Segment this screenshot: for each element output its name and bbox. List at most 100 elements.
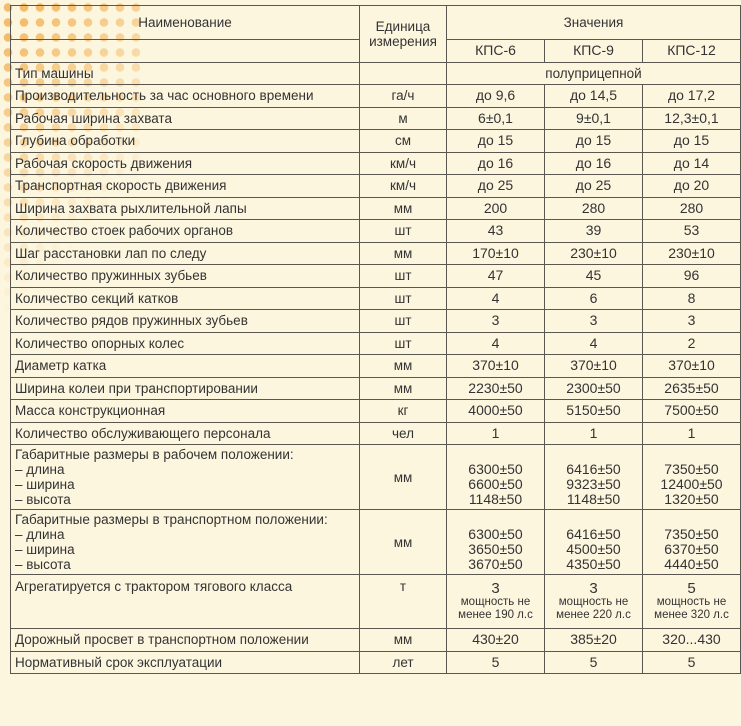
table-row: Диаметр катка мм 370±10 370±10 370±10: [10, 354, 741, 378]
row-name: Количество рядов пружинных зубьев: [10, 309, 360, 333]
value-line: 1148±50: [468, 491, 523, 507]
row-value: 7350±50 12400±50 1320±50: [642, 444, 741, 510]
name-line: – высота: [15, 492, 71, 507]
header-name: Наименование: [10, 5, 360, 40]
row-value: 4000±50: [446, 399, 545, 423]
tractor-class: 3: [491, 580, 500, 597]
row-value: 170±10: [446, 241, 545, 265]
row-value: до 9,6: [446, 84, 545, 108]
row-value: 6416±50 4500±50 4350±50: [544, 509, 643, 575]
row-value: 96: [642, 264, 741, 288]
row-unit: км/ч: [359, 151, 447, 175]
row-name: Количество обслуживающего персонала: [10, 421, 360, 445]
row-value: до 14: [642, 151, 741, 175]
row-value: 6300±50 3650±50 3670±50: [446, 509, 545, 575]
header-values: Значения: [446, 5, 741, 40]
row-name: Габаритные размеры в транспортном положе…: [10, 509, 360, 575]
row-value: 6300±50 6600±50 1148±50: [446, 444, 545, 510]
table-row: Ширина колеи при транспортировании мм 2230…: [10, 376, 741, 400]
value-line: 9323±50: [566, 476, 621, 492]
row-value: 3: [446, 309, 545, 333]
row-value: до 20: [642, 174, 741, 198]
name-line: – длина: [15, 527, 65, 542]
table-row: Масса конструкционная кг 4000±50 5150±50 750…: [10, 399, 741, 423]
row-value: 8: [642, 286, 741, 310]
table-row: Агрегатируется с трактором тягового клас…: [10, 574, 741, 629]
row-unit: шт: [359, 331, 447, 355]
row-unit: км/ч: [359, 174, 447, 198]
row-unit: мм: [359, 509, 447, 575]
tractor-power: мощность не менее 220 л.с: [556, 596, 631, 621]
row-unit: см: [359, 129, 447, 153]
row-value: 7500±50: [642, 399, 741, 423]
value-line: 4500±50: [566, 541, 621, 557]
table-row: Нормативный срок эксплуатации лет 5 5 5: [10, 650, 741, 674]
table-row: Глубина обработки см до 15 до 15 до 15: [10, 129, 741, 153]
row-value: 3: [642, 309, 741, 333]
value-line: 1148±50: [566, 491, 621, 507]
row-unit: кг: [359, 399, 447, 423]
row-value: 43: [446, 219, 545, 243]
model-header: КПС-6: [446, 39, 545, 63]
row-unit: [359, 61, 447, 85]
row-name: Тип машины: [10, 61, 360, 85]
row-value: 6416±50 9323±50 1148±50: [544, 444, 643, 510]
row-unit: шт: [359, 309, 447, 333]
value-line: 7350±50: [664, 526, 719, 542]
row-value: 230±10: [642, 241, 741, 265]
table-row: Количество рядов пружинных зубьев шт 3 3 3: [10, 309, 741, 333]
row-value: 5: [446, 650, 545, 674]
row-name: Нормативный срок эксплуатации: [10, 650, 360, 674]
row-name: Количество пружинных зубьев: [10, 264, 360, 288]
row-value: 5150±50: [544, 399, 643, 423]
row-value: 320...430: [642, 628, 741, 652]
row-value: 7350±50 6370±50 4440±50: [642, 509, 741, 575]
row-name: Дорожный просвет в транспортном положени…: [10, 628, 360, 652]
row-unit: шт: [359, 219, 447, 243]
table-row: Рабочая ширина захвата м 6±0,1 9±0,1 12,3±0,…: [10, 106, 741, 130]
row-value: 5: [642, 650, 741, 674]
row-unit: чел: [359, 421, 447, 445]
table-row: Количество опорных колес шт 4 4 2: [10, 331, 741, 355]
header-unit: Единица измерения: [359, 5, 447, 63]
row-unit: лет: [359, 650, 447, 674]
row-value: 45: [544, 264, 643, 288]
row-name: Агрегатируется с трактором тягового клас…: [10, 574, 360, 629]
row-name: Производительность за час основного врем…: [10, 84, 360, 108]
row-unit: шт: [359, 264, 447, 288]
row-name: Транспортная скорость движения: [10, 174, 360, 198]
row-name: Рабочая скорость движения: [10, 151, 360, 175]
value-line: 3670±50: [468, 556, 523, 572]
row-value: 39: [544, 219, 643, 243]
row-value: до 15: [544, 129, 643, 153]
table-row: Тип машины полуприцепной: [10, 61, 741, 85]
row-name: Диаметр катка: [10, 354, 360, 378]
table-row: Шаг расстановки лап по следу мм 170±10 230±…: [10, 241, 741, 265]
row-value: 1: [544, 421, 643, 445]
row-value: полуприцепной: [446, 61, 741, 85]
row-unit: мм: [359, 444, 447, 510]
row-value: 370±10: [544, 354, 643, 378]
model-header: КПС-9: [544, 39, 643, 63]
value-line: 6416±50: [566, 461, 621, 477]
row-value: 430±20: [446, 628, 545, 652]
value-line: 6300±50: [468, 461, 523, 477]
table-row: Количество секций катков шт 4 6 8: [10, 286, 741, 310]
row-value: 370±10: [642, 354, 741, 378]
row-unit: мм: [359, 354, 447, 378]
row-value: 9±0,1: [544, 106, 643, 130]
table-row: Рабочая скорость движения км/ч до 16 до 16 д…: [10, 151, 741, 175]
row-value: до 16: [544, 151, 643, 175]
row-name: Количество опорных колес: [10, 331, 360, 355]
row-value: 200: [446, 196, 545, 220]
row-name: Ширина захвата рыхлительной лапы: [10, 196, 360, 220]
row-value: 3 мощность не менее 190 л.с: [446, 574, 545, 629]
row-value: до 15: [642, 129, 741, 153]
row-name: Масса конструкционная: [10, 399, 360, 423]
row-unit: м: [359, 106, 447, 130]
row-value: 6: [544, 286, 643, 310]
row-name: Рабочая ширина захвата: [10, 106, 360, 130]
table-row: Количество стоек рабочих органов шт 43 39 53: [10, 219, 741, 243]
header-empty: [10, 39, 360, 63]
row-value: до 25: [446, 174, 545, 198]
